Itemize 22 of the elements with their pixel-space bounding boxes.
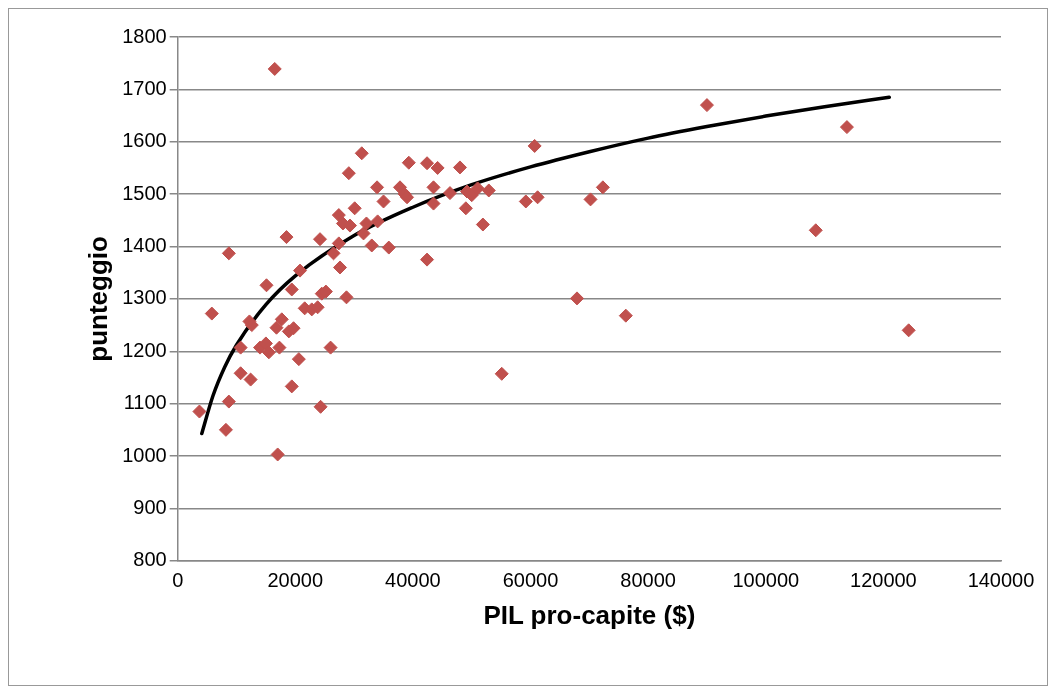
x-tick-label: 80000: [620, 569, 676, 592]
y-tick-label: 1100: [123, 391, 167, 414]
y-tick-label: 1200: [122, 338, 167, 361]
y-tick-label: 1600: [122, 129, 167, 152]
x-tick-label: 40000: [385, 569, 441, 592]
y-tick-label: 1500: [122, 181, 167, 204]
y-tick-label: 1800: [122, 24, 167, 47]
x-tick-label: 120000: [850, 569, 917, 592]
x-tick-label: 60000: [502, 569, 559, 592]
x-tick-label: 100000: [732, 569, 800, 592]
y-tick-label: 1000: [122, 443, 167, 466]
y-tick-label: 1300: [122, 286, 167, 309]
x-tick-label: 0: [172, 569, 184, 592]
x-tick-label: 140000: [967, 569, 1035, 592]
y-axis-title: punteggio: [82, 236, 113, 362]
x-tick-label: 20000: [267, 569, 324, 592]
y-tick-label: 900: [133, 495, 167, 518]
y-tick-label: 800: [133, 548, 167, 571]
y-tick-label: 1400: [122, 234, 167, 257]
x-axis-title: PIL pro-capite ($): [483, 599, 696, 630]
y-tick-label: 1700: [122, 76, 167, 99]
line-series: [200, 95, 892, 436]
